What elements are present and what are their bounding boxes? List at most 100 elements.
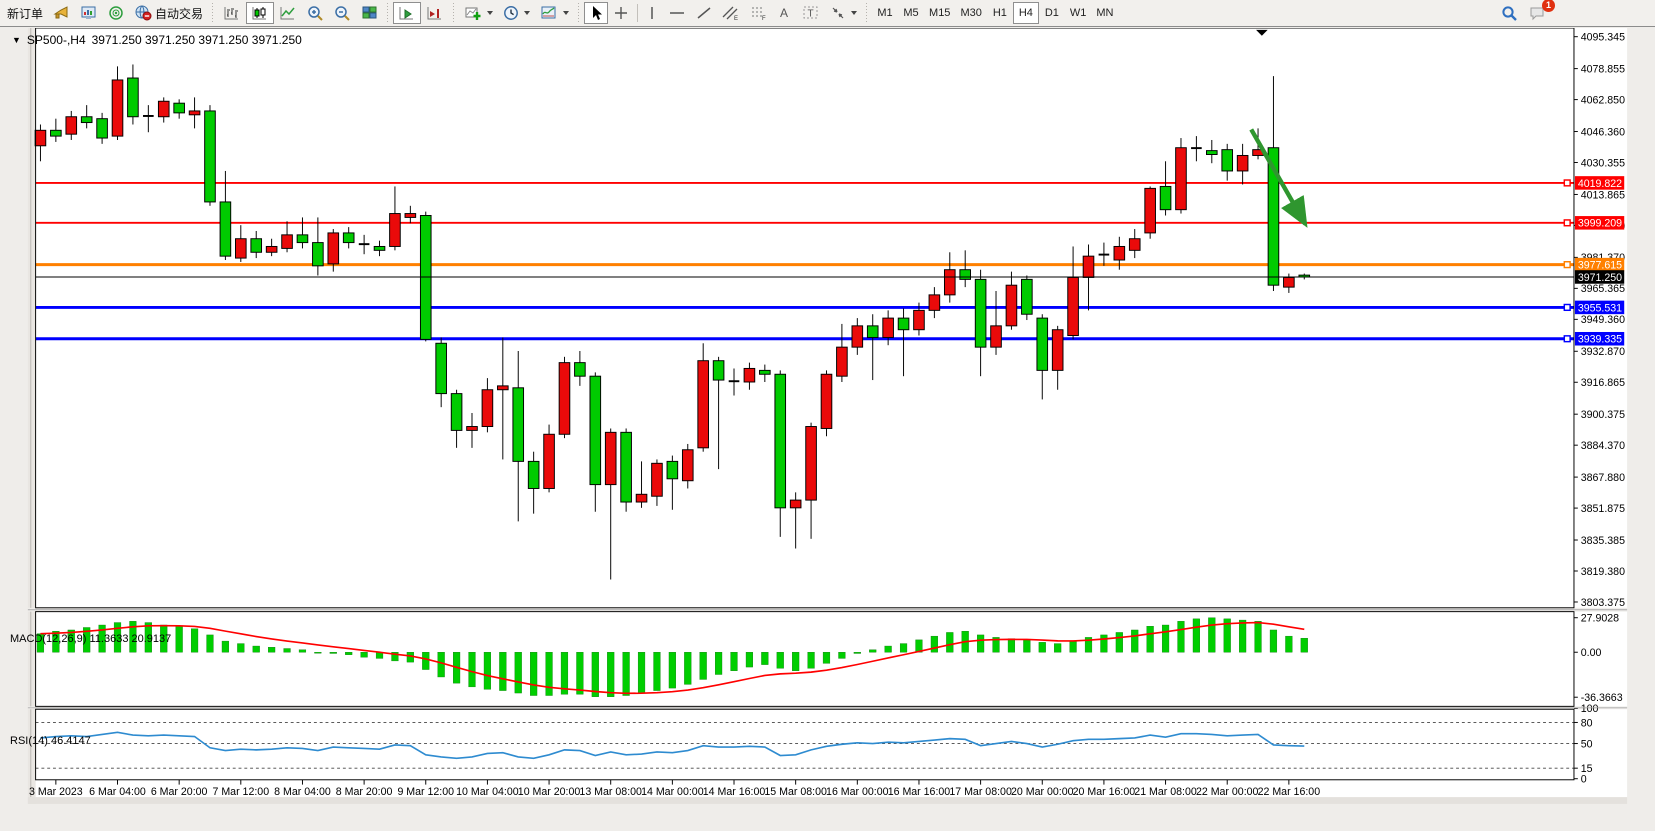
search-button[interactable] [1496,2,1523,24]
line-anchor-marker[interactable] [1563,335,1571,343]
current-price-badge-label: 3971.250 [1578,272,1622,284]
line-anchor-marker[interactable] [1563,219,1571,227]
macd-axis-label: -36.3663 [1581,692,1623,704]
timeframe-m30-button[interactable]: M30 [955,2,986,24]
alerts-button[interactable] [48,2,75,24]
templates-button[interactable] [535,2,574,24]
svg-text:F: F [762,16,766,21]
line-anchor-marker[interactable] [1563,303,1571,312]
scroll-position-marker[interactable] [1256,29,1268,36]
dropdown-caret [851,11,858,15]
globe-stop-icon [134,5,152,21]
candle [157,100,170,118]
macd-histogram-bar [1131,629,1139,653]
price-axis-label: 4013.865 [1581,189,1625,201]
macd-histogram-bar [360,652,368,658]
candle [789,499,802,509]
time-axis-label: 6 Mar 20:00 [151,786,208,798]
macd-histogram-bar [1177,621,1185,653]
price-level-badge-label: 3939.335 [1578,334,1622,346]
price-level-badge-label: 3955.531 [1578,302,1622,314]
text-button[interactable]: A [773,2,797,24]
fibonacci-button[interactable]: F [745,2,773,24]
macd-histogram-bar [499,652,507,691]
new-order-label: 新订单 [7,6,44,21]
line-anchor-marker[interactable] [1563,261,1571,269]
candle [127,77,139,118]
candle [373,245,386,251]
rsi-name: RSI(14) [10,735,48,747]
macd-histogram-bar [637,652,646,694]
timeframe-m1-button[interactable]: M1 [872,2,898,24]
timeframe-w1-button[interactable]: W1 [1065,2,1092,24]
rsi-axis-label: 50 [1581,738,1593,750]
signals-button[interactable] [103,2,129,24]
timeframe-h1-button[interactable]: H1 [987,2,1013,24]
auto-scroll-button[interactable] [393,2,422,24]
line-chart-button[interactable] [274,2,302,24]
one-click-trading-arrow[interactable]: ▼ [12,35,21,45]
time-axis-label: 6 Mar 04:00 [89,786,146,798]
trendline-button[interactable] [691,2,717,24]
macd-histogram-bar [129,621,137,653]
price-axis-label: 3867.880 [1581,472,1625,484]
dropdown-caret [563,11,570,15]
macd-histogram-bar [298,649,307,653]
label-button[interactable]: T [797,2,825,24]
tile-windows-icon [361,5,378,21]
rsi-axis-label: 15 [1581,763,1593,775]
macd-signal-line [40,621,1305,695]
candlestick-button[interactable] [246,2,275,24]
tile-windows-button[interactable] [356,2,383,24]
time-axis-label: 10 Mar 20:00 [518,786,581,798]
channel-button[interactable]: E [717,2,745,24]
terminal-button[interactable] [75,2,103,24]
channel-icon: E [722,5,740,21]
candle [820,373,833,429]
new-order-button[interactable]: 新订单 [2,2,48,24]
chart-shift-button[interactable] [421,2,449,24]
zoom-out-button[interactable] [329,2,356,24]
rsi-pane-border [35,708,1575,781]
trend-arrow-annotation[interactable] [1249,128,1308,228]
left-gutter [27,28,36,804]
time-axis-label: 3 Mar 2023 [29,786,83,798]
notifications-button[interactable]: 1 [1523,0,1555,24]
horizontal-line-button[interactable] [663,2,691,24]
price-level-badge [1574,331,1625,346]
periods-button[interactable] [498,2,535,24]
candle [265,245,278,253]
svg-text:A: A [780,6,788,20]
macd-histogram-bar [930,635,938,653]
candle [759,369,771,375]
crosshair-button[interactable] [608,2,634,24]
timeframe-mn-button[interactable]: MN [1091,2,1118,24]
macd-histogram-bar [1239,619,1247,653]
zoom-in-button[interactable] [302,2,329,24]
price-chart[interactable]: 4095.345 4078.855 4062.850 4046.360 4030.355… [0,28,1655,831]
line-anchor-marker[interactable] [1563,179,1571,187]
dropdown-caret [487,11,494,15]
price-level-badge [1574,176,1625,190]
macd-histogram-bar [560,652,569,695]
vertical-line-button[interactable] [641,2,663,24]
macd-axis-label: 27.9028 [1581,613,1619,625]
toolbar-grip [576,3,583,23]
timeframe-m5-button[interactable]: M5 [898,2,924,24]
timeframe-h4-button[interactable]: H4 [1012,2,1039,24]
macd-histogram-bar [1161,624,1170,653]
macd-histogram-bar [653,652,661,691]
timeframe-m15-button[interactable]: M15 [924,2,955,24]
bar-chart-button[interactable] [218,2,246,24]
auto-trading-button[interactable]: 自动交易 [129,2,208,24]
macd-label: MACD(12,26,9) 11.3633 20.9137 [10,633,171,645]
cursor-button[interactable] [584,2,609,24]
candle [882,317,894,338]
candle [450,393,463,431]
indicators-button[interactable] [459,2,498,24]
candle [574,362,586,377]
candle [481,389,494,428]
timeframe-d1-button[interactable]: D1 [1039,2,1065,24]
shapes-button[interactable] [825,2,862,24]
